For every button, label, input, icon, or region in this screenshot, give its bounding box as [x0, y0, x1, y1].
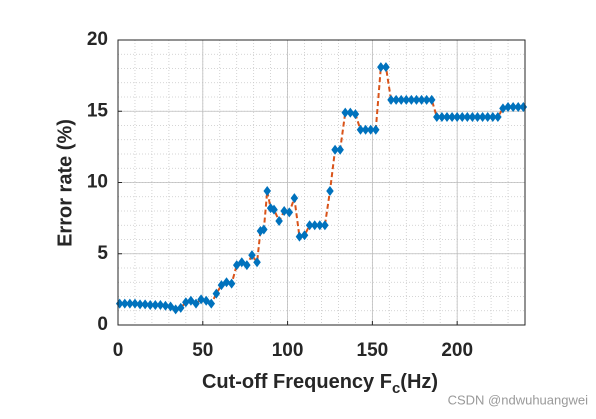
y-tick-label: 5	[97, 243, 108, 264]
marker	[468, 111, 477, 122]
x-tick-label: 50	[192, 340, 213, 361]
marker	[182, 297, 190, 308]
marker	[494, 111, 502, 122]
marker	[300, 230, 309, 241]
marker	[377, 62, 385, 73]
marker	[305, 220, 314, 231]
marker	[126, 298, 134, 309]
marker	[171, 304, 180, 315]
x-label-sub: c	[392, 380, 400, 397]
marker	[295, 231, 304, 242]
marker	[151, 300, 160, 311]
marker	[222, 277, 231, 288]
marker	[483, 111, 492, 122]
marker	[458, 111, 467, 122]
marker	[156, 300, 165, 311]
marker	[397, 94, 405, 105]
marker	[212, 288, 221, 299]
marker	[253, 257, 261, 268]
y-axis-label: Error rate (%)	[54, 119, 76, 247]
marker	[361, 124, 370, 135]
x-tick-label: 100	[272, 340, 304, 361]
marker	[382, 62, 390, 73]
marker	[499, 103, 507, 114]
marker	[387, 94, 395, 105]
marker	[176, 302, 185, 313]
marker	[146, 300, 154, 311]
marker	[407, 94, 416, 105]
marker	[260, 224, 268, 235]
marker	[243, 260, 251, 271]
marker	[473, 111, 482, 122]
marker	[443, 111, 451, 122]
x-tick-label: 200	[441, 340, 473, 361]
marker	[131, 298, 139, 309]
marker	[275, 215, 283, 226]
marks	[115, 62, 528, 315]
marker	[310, 220, 319, 231]
marker	[192, 298, 200, 309]
axes-box	[117, 39, 526, 326]
y-tick-label: 10	[87, 172, 108, 193]
marker	[346, 107, 355, 118]
marker	[227, 278, 236, 289]
marker	[417, 94, 426, 105]
marker	[263, 186, 271, 197]
y-tick-label: 0	[97, 314, 108, 335]
marker	[463, 111, 472, 122]
marker	[366, 124, 375, 135]
marker	[509, 101, 517, 112]
marker	[427, 94, 436, 105]
marker	[351, 109, 360, 120]
y-tick-label: 20	[87, 29, 108, 50]
marker	[207, 298, 216, 309]
marker	[316, 220, 324, 231]
x-tick-label: 0	[113, 340, 124, 361]
marker	[402, 94, 411, 105]
marker	[489, 111, 497, 122]
marker	[356, 124, 365, 135]
marker	[514, 101, 522, 112]
marker	[438, 111, 446, 122]
x-tick-label: 150	[357, 340, 389, 361]
marker	[412, 94, 421, 105]
marker	[331, 144, 339, 155]
marker	[161, 300, 170, 311]
marker	[422, 94, 431, 105]
marker	[136, 299, 144, 310]
marker	[270, 204, 278, 215]
marker	[372, 124, 380, 135]
marker	[341, 107, 349, 118]
x-label-unit: (Hz)	[400, 371, 438, 393]
watermark: CSDN @ndwuhuangwei	[448, 392, 588, 407]
x-axis-label: Cut-off Frequency Fc(Hz)	[202, 371, 438, 397]
x-label-main: Cut-off Frequency F	[202, 371, 392, 393]
marker	[197, 294, 205, 305]
marker	[280, 206, 288, 216]
marker	[141, 299, 149, 310]
marker	[392, 94, 400, 105]
marker	[453, 111, 461, 122]
marker	[290, 193, 299, 204]
y-tick-label: 15	[87, 100, 109, 121]
marker	[285, 207, 294, 218]
marker	[326, 186, 334, 197]
marker	[121, 298, 129, 309]
marker	[448, 111, 456, 122]
marker	[248, 250, 256, 261]
marker	[433, 111, 441, 122]
marker	[336, 144, 344, 155]
marker	[504, 101, 512, 112]
marker	[478, 111, 487, 122]
marker	[321, 220, 329, 231]
